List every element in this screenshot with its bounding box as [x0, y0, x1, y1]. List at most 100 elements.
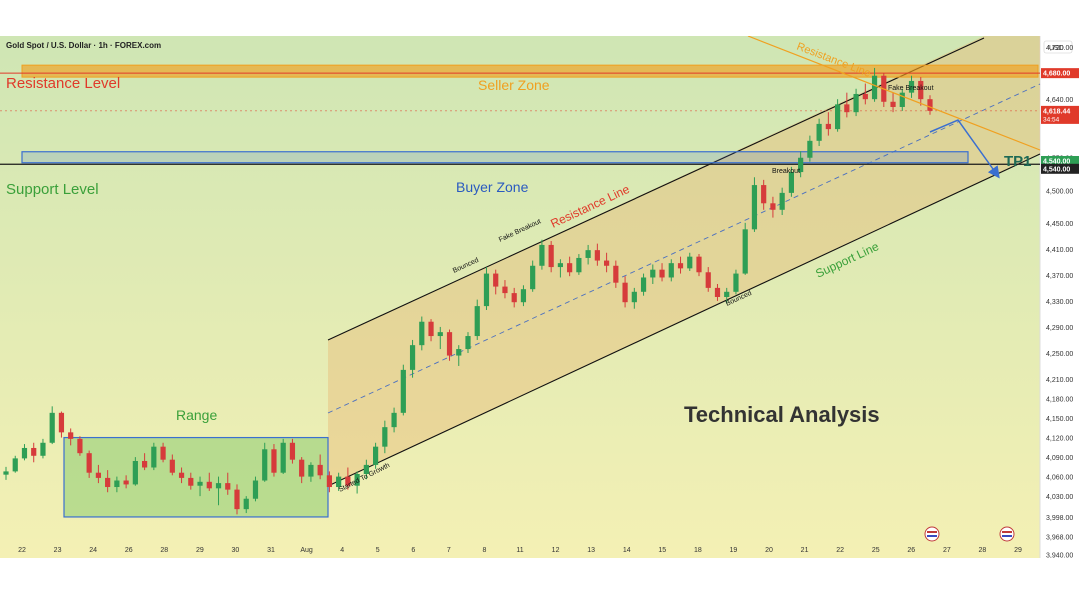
time-tick-label: 7	[447, 547, 451, 554]
candle-body	[86, 453, 92, 473]
price-tick-label: 3,998.00	[1046, 515, 1073, 522]
price-tick-label: 4,720.00	[1046, 45, 1073, 52]
candle-body	[511, 293, 517, 303]
time-tick-label: 14	[623, 547, 631, 554]
time-tick-label: 26	[125, 547, 133, 554]
candle-body	[428, 321, 434, 337]
tp1-label: TP1	[1004, 153, 1032, 170]
candle-body	[493, 273, 499, 287]
price-tick-label: 4,370.00	[1046, 273, 1073, 280]
candle-body	[899, 92, 905, 107]
candle-body	[58, 412, 65, 433]
time-tick-label: 18	[694, 547, 702, 554]
currency-box[interactable]	[1043, 40, 1073, 54]
price-tick-label: 4,090.00	[1046, 455, 1073, 462]
price-tick-label: 4,120.00	[1046, 436, 1073, 443]
candle-body	[890, 101, 896, 107]
resistance-level-label: Resistance Level	[6, 75, 120, 92]
time-tick-label: 28	[979, 547, 987, 554]
candle-body	[474, 306, 480, 337]
candle-body	[206, 481, 212, 489]
candle-body	[816, 123, 822, 141]
candle-body	[243, 498, 249, 510]
candle-body	[142, 460, 148, 468]
time-axis: 22 23 24 26 28 29 30 31 Aug 4 5 6 7 8 11 12 13 14 15 18 19 20…	[18, 547, 1022, 554]
candle-body	[604, 260, 610, 266]
candle-body	[687, 256, 693, 269]
price-badge	[1041, 163, 1079, 174]
time-tick-label: 4	[340, 547, 344, 554]
candle-body	[520, 289, 527, 303]
candle-body	[835, 104, 841, 130]
candle-body	[132, 460, 138, 485]
candle-body	[677, 263, 684, 269]
candle-body	[751, 185, 758, 230]
seller-zone-box	[21, 64, 1039, 78]
price-tick-label: 4,410.00	[1046, 247, 1073, 254]
candle-body	[714, 287, 721, 297]
candle-body	[788, 172, 794, 193]
candle-body	[770, 203, 776, 210]
candle-body	[345, 476, 351, 486]
flag-icon-1[interactable]	[924, 526, 940, 542]
price-tick-label: 4,210.00	[1046, 377, 1073, 384]
candle-body	[631, 291, 637, 303]
price-badge-countdown: 34:54	[1043, 116, 1060, 123]
price-tick-label: 3,940.00	[1046, 553, 1073, 558]
time-tick-label: 24	[89, 547, 97, 554]
candle-body	[49, 412, 55, 443]
candle-body	[659, 269, 665, 278]
candle-body	[640, 277, 647, 292]
candle-body	[844, 104, 850, 113]
time-tick-label: 28	[160, 547, 168, 554]
candle-body	[862, 93, 868, 100]
symbol-header: Gold Spot / U.S. Dollar · 1h · FOREX.com	[6, 41, 161, 50]
support-channel-line	[327, 153, 1041, 487]
candle-body	[326, 475, 332, 488]
time-tick-label: Aug	[300, 547, 313, 554]
price-tick-label: 4,180.00	[1046, 397, 1073, 404]
candle-body	[668, 263, 674, 278]
candle-body	[400, 369, 406, 413]
price-axis: 3,940.00 3,968.00 3,998.00 4,030.00 4,060.00…	[1046, 45, 1073, 560]
price-tick-label: 4,030.00	[1046, 494, 1073, 501]
candle-body	[798, 157, 804, 173]
candle-body	[539, 244, 545, 266]
currency-label: USD	[1049, 45, 1064, 52]
candle-body	[215, 483, 222, 489]
support-level-label: Support Level	[6, 181, 99, 198]
candle-body	[724, 291, 730, 297]
time-tick-label: 22	[18, 547, 26, 554]
price-badge-label: 4,540.00	[1043, 166, 1070, 173]
time-tick-label: 27	[943, 547, 951, 554]
time-tick-label: 19	[730, 547, 738, 554]
candle-body	[289, 442, 296, 460]
price-tick-label: 4,250.00	[1046, 351, 1073, 358]
candle-body	[280, 442, 286, 473]
time-tick-label: 30	[232, 547, 240, 554]
time-tick-label: 5	[376, 547, 380, 554]
channel-midline	[327, 83, 1041, 414]
flag-icon-2[interactable]	[999, 526, 1015, 542]
candle-body	[705, 272, 711, 288]
candle-body	[151, 446, 157, 468]
price-tick-label: 4,060.00	[1046, 475, 1073, 482]
price-tick-label: 4,500.00	[1046, 188, 1073, 195]
price-tick-label: 4,640.00	[1046, 97, 1073, 104]
price-tick-label: 4,330.00	[1046, 299, 1073, 306]
candle-body	[77, 438, 83, 454]
candle-body	[391, 412, 397, 428]
time-tick-label: 23	[54, 547, 62, 554]
candle-body	[696, 256, 702, 273]
candle-body	[299, 459, 305, 477]
candle-body	[234, 489, 240, 510]
candle-body	[548, 244, 554, 268]
price-tick-label: 4,290.00	[1046, 325, 1073, 332]
candle-body	[853, 93, 859, 113]
time-tick-label: 21	[801, 547, 809, 554]
chart-area: Gold Spot / U.S. Dollar · 1h · FOREX.com…	[0, 35, 1080, 560]
candle-body	[68, 432, 74, 439]
candle-body	[40, 442, 46, 456]
candle-body	[160, 446, 166, 460]
